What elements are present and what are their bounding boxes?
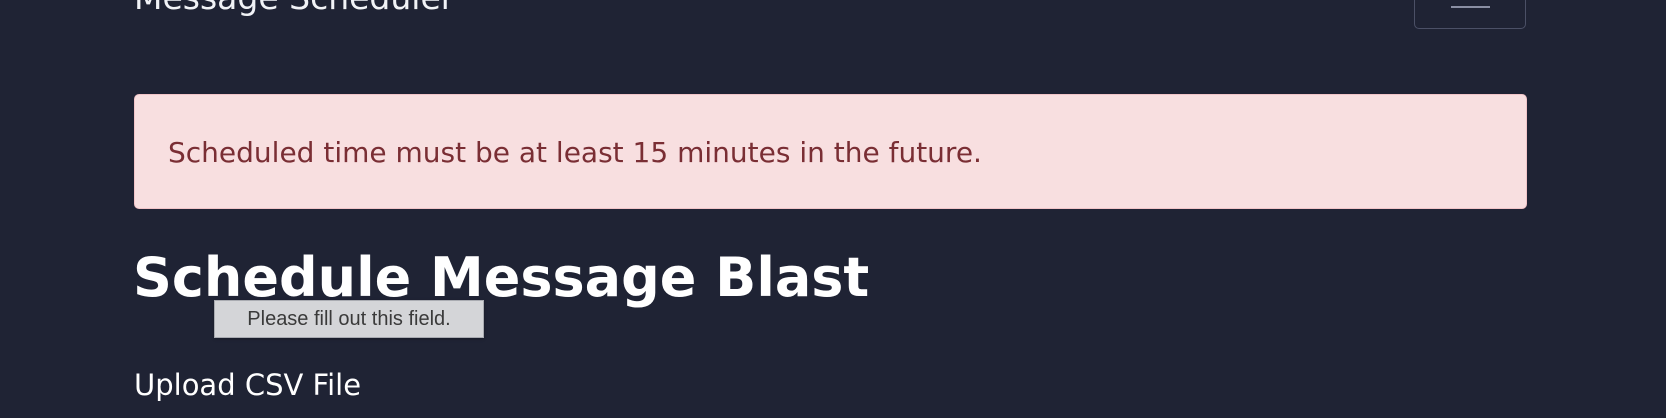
navbar: Message Scheduler	[0, 0, 1666, 40]
csv-upload-label: Upload CSV File	[134, 368, 362, 402]
validation-tooltip: Please fill out this field.	[214, 300, 484, 338]
navbar-brand[interactable]: Message Scheduler	[134, 0, 454, 18]
page-title: Schedule Message Blast	[133, 246, 870, 309]
error-alert: Scheduled time must be at least 15 minut…	[134, 94, 1527, 209]
navbar-toggler-button[interactable]	[1414, 0, 1526, 29]
hamburger-menu-icon	[1451, 6, 1490, 8]
